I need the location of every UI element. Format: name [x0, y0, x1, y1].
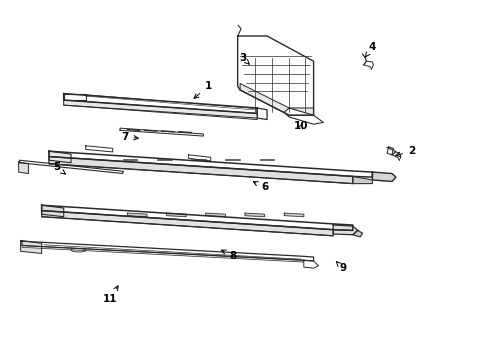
Text: 3: 3: [239, 53, 249, 64]
Text: 2: 2: [396, 146, 415, 157]
Polygon shape: [238, 36, 314, 115]
Polygon shape: [284, 213, 304, 217]
Polygon shape: [64, 100, 257, 118]
Polygon shape: [353, 230, 363, 237]
Polygon shape: [64, 94, 86, 100]
Polygon shape: [127, 213, 147, 217]
Polygon shape: [20, 160, 123, 174]
Polygon shape: [284, 108, 323, 124]
Polygon shape: [245, 213, 265, 217]
Polygon shape: [120, 128, 203, 136]
Text: 10: 10: [294, 121, 309, 131]
Polygon shape: [387, 147, 393, 155]
Polygon shape: [333, 225, 358, 235]
Polygon shape: [42, 205, 64, 217]
Text: 4: 4: [366, 42, 376, 57]
Text: 11: 11: [103, 286, 118, 304]
Text: 9: 9: [336, 262, 346, 273]
Polygon shape: [21, 240, 42, 253]
Polygon shape: [42, 205, 353, 230]
Text: 8: 8: [221, 250, 236, 261]
Polygon shape: [64, 94, 257, 113]
Polygon shape: [304, 260, 318, 268]
Text: 5: 5: [53, 162, 65, 174]
Polygon shape: [189, 155, 211, 161]
Polygon shape: [353, 176, 372, 184]
Polygon shape: [49, 151, 372, 177]
Text: 7: 7: [121, 132, 138, 142]
Polygon shape: [22, 246, 304, 262]
Polygon shape: [19, 162, 28, 174]
Polygon shape: [49, 151, 71, 163]
Polygon shape: [240, 84, 314, 115]
Polygon shape: [22, 241, 314, 261]
Polygon shape: [167, 213, 186, 217]
Text: 1: 1: [194, 81, 212, 98]
Polygon shape: [49, 157, 353, 184]
Polygon shape: [42, 211, 333, 236]
Polygon shape: [86, 146, 113, 152]
Polygon shape: [257, 108, 267, 120]
Text: 6: 6: [253, 182, 268, 192]
Polygon shape: [372, 172, 396, 181]
Polygon shape: [206, 213, 225, 217]
